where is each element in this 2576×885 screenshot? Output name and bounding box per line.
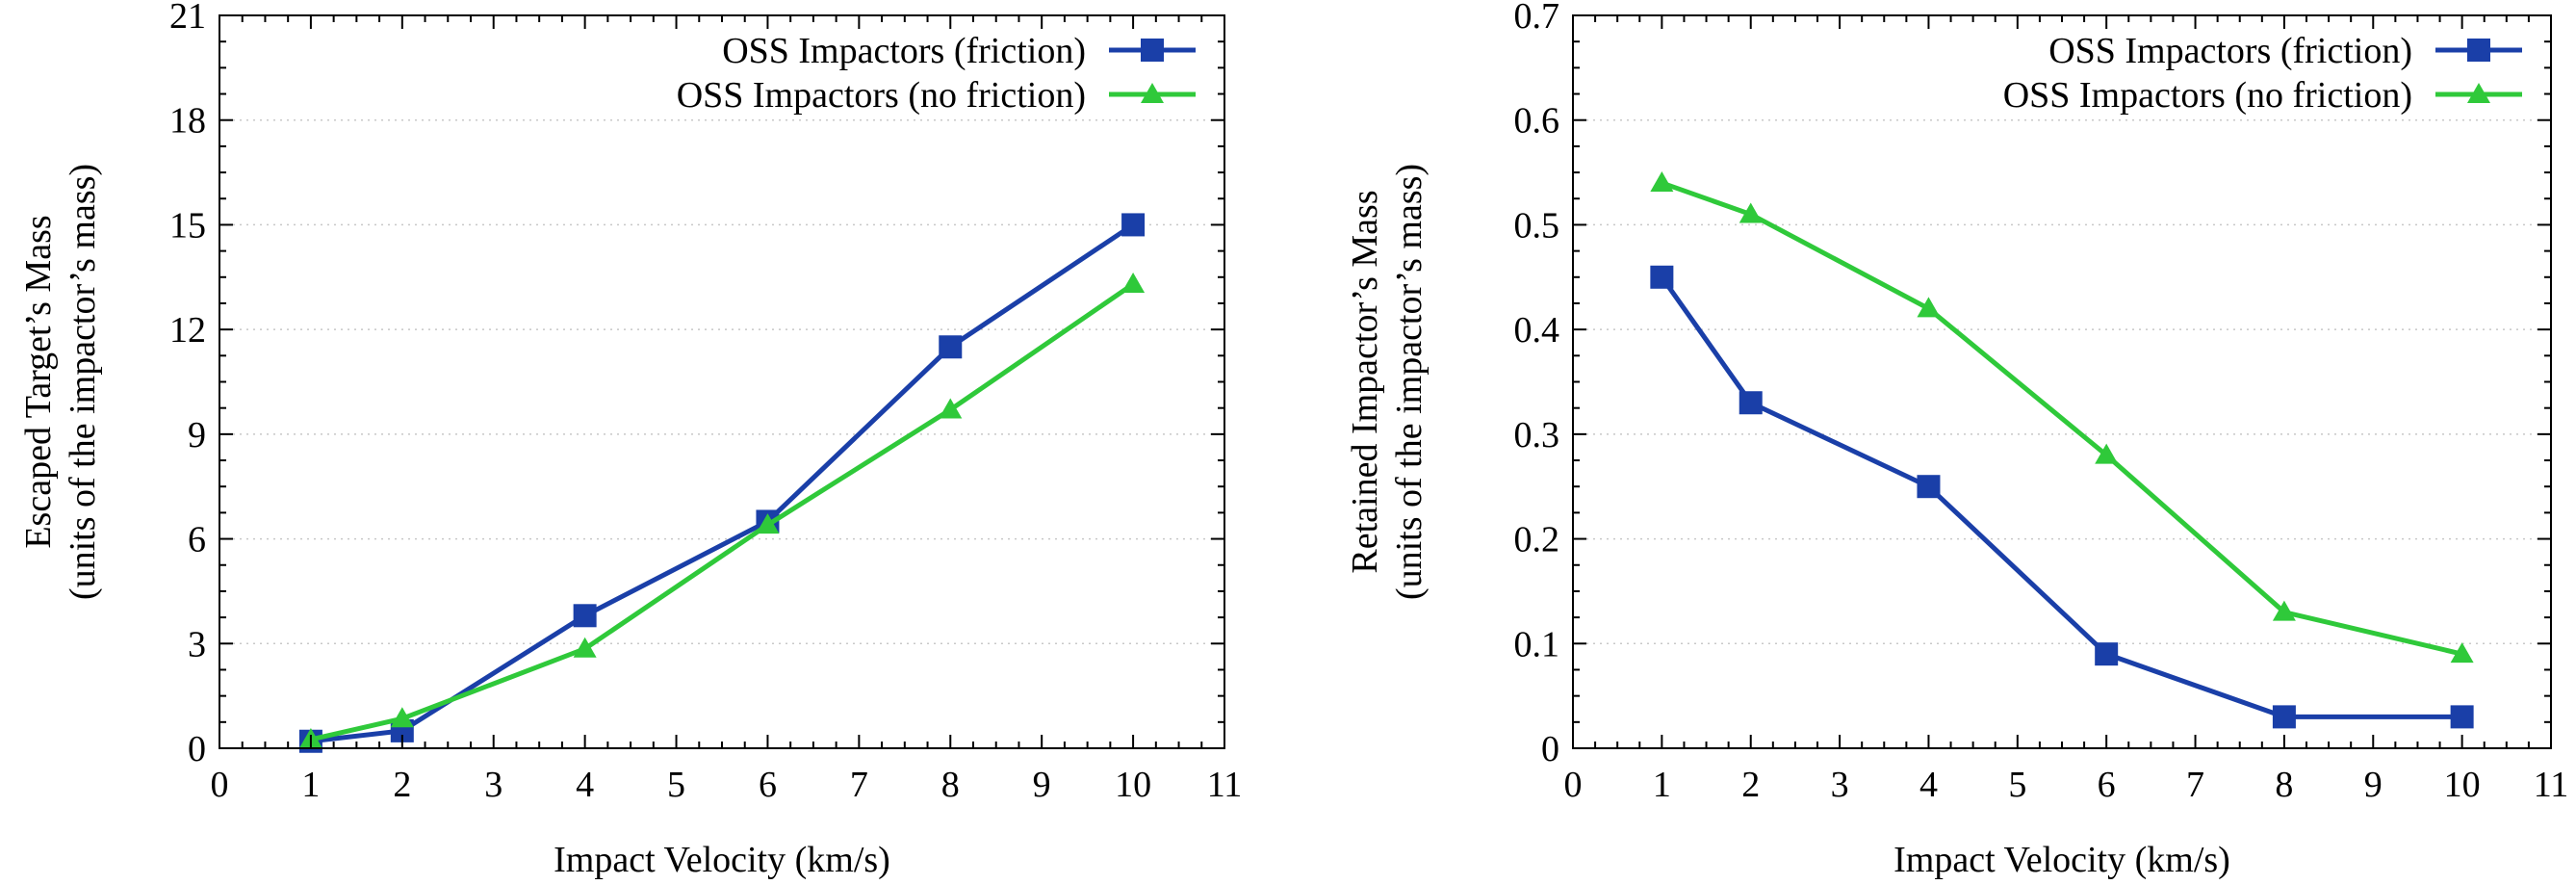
y-tick-label: 3 bbox=[188, 624, 206, 664]
y-axis-title-line2: (units of the impactor’s mass) bbox=[63, 164, 103, 600]
data-point-no-friction bbox=[1650, 170, 1674, 192]
legend-samples bbox=[2435, 39, 2522, 103]
y-axis-title-line1: Retained Impactor’s Mass bbox=[1345, 190, 1385, 573]
legend-label-friction: OSS Impactors (friction) bbox=[722, 31, 1086, 71]
data-point-friction bbox=[1650, 265, 1674, 289]
x-tick-label: 11 bbox=[2534, 765, 2569, 805]
legend-label-friction: OSS Impactors (friction) bbox=[2048, 31, 2412, 71]
data-point-no-friction bbox=[1917, 297, 1941, 318]
data-point-friction bbox=[2272, 705, 2296, 729]
data-point-no-friction bbox=[939, 398, 963, 419]
x-tick-label: 10 bbox=[2444, 765, 2481, 805]
series-line-friction bbox=[1660, 275, 2462, 719]
y-tick-label: 21 bbox=[169, 0, 206, 37]
chart-retained-impactor-mass: 0 1 2 3 4 5 6 7 8 9 10 11 0 0.1 0.2 0.3 0.4 0.5 0.6 0.7 Imp… bbox=[1345, 0, 2568, 880]
legend-marker-friction bbox=[2467, 39, 2490, 62]
y-tick-label: 0.3 bbox=[1514, 415, 1560, 456]
x-tick-label: 7 bbox=[850, 765, 868, 805]
y-axis-title: Escaped Target’s Mass (units of the impa… bbox=[18, 164, 103, 600]
y-tick-label: 12 bbox=[169, 310, 206, 351]
series-layer bbox=[1650, 170, 2474, 729]
y-axis-title-line1: Escaped Target’s Mass bbox=[18, 215, 59, 548]
data-point-no-friction bbox=[756, 513, 780, 534]
legend-samples bbox=[1109, 39, 1196, 103]
x-tick-label: 4 bbox=[576, 765, 594, 805]
data-point-friction bbox=[1917, 475, 1941, 499]
y-axis-title: Retained Impactor’s Mass (units of the i… bbox=[1345, 164, 1430, 600]
y-tick-label: 0.6 bbox=[1514, 101, 1560, 142]
data-point-no-friction bbox=[390, 707, 414, 728]
grid bbox=[219, 118, 1224, 645]
x-tick-label: 9 bbox=[1033, 765, 1051, 805]
y-tick-label: 6 bbox=[188, 520, 206, 560]
legend-marker-no-friction bbox=[2467, 83, 2490, 103]
x-tick-label: 11 bbox=[1207, 765, 1243, 805]
data-point-no-friction bbox=[2450, 642, 2474, 664]
x-tick-label: 5 bbox=[2008, 765, 2026, 805]
y-axis-title-line2: (units of the impactor’s mass) bbox=[1389, 164, 1430, 600]
axis-tick-labels: 0 1 2 3 4 5 6 7 8 9 10 11 0 0.1 0.2 0.3 0.4 0.5 0.6 0.7 bbox=[1514, 0, 2569, 805]
data-point-no-friction bbox=[2095, 443, 2119, 464]
legend-marker-friction bbox=[1141, 39, 1164, 62]
legend: OSS Impactors (friction) OSS Impactors (… bbox=[2003, 31, 2522, 116]
y-tick-label: 0 bbox=[188, 729, 206, 769]
data-point-no-friction bbox=[573, 637, 597, 658]
x-tick-label: 6 bbox=[2098, 765, 2116, 805]
y-tick-label: 0 bbox=[1541, 729, 1559, 769]
y-tick-label: 9 bbox=[188, 415, 206, 456]
series-layer bbox=[298, 213, 1146, 753]
plot-frame bbox=[219, 14, 1225, 749]
legend-label-no-friction: OSS Impactors (no friction) bbox=[2003, 75, 2412, 116]
axis-ticks bbox=[1572, 14, 2552, 749]
x-tick-label: 1 bbox=[1653, 765, 1671, 805]
data-point-no-friction bbox=[1121, 273, 1146, 294]
axis-ticks bbox=[219, 14, 1225, 749]
y-tick-label: 0.7 bbox=[1514, 0, 1560, 37]
x-tick-label: 3 bbox=[484, 765, 502, 805]
x-tick-label: 2 bbox=[393, 765, 411, 805]
data-point-friction bbox=[573, 604, 597, 628]
x-tick-label: 8 bbox=[2275, 765, 2293, 805]
y-tick-label: 0.1 bbox=[1514, 624, 1560, 664]
data-point-friction bbox=[2450, 705, 2474, 729]
x-tick-label: 0 bbox=[211, 765, 229, 805]
data-point-friction bbox=[2095, 642, 2119, 666]
y-tick-label: 0.5 bbox=[1514, 205, 1560, 246]
data-point-friction bbox=[1121, 213, 1146, 237]
grid bbox=[1573, 118, 2551, 645]
y-tick-label: 15 bbox=[169, 205, 206, 246]
series-line-no-friction bbox=[1661, 180, 2463, 657]
x-tick-label: 1 bbox=[301, 765, 320, 805]
x-tick-label: 2 bbox=[1741, 765, 1760, 805]
series-line-no-friction bbox=[310, 281, 1135, 742]
y-tick-label: 0.4 bbox=[1514, 310, 1560, 351]
x-tick-label: 5 bbox=[667, 765, 685, 805]
y-tick-label: 18 bbox=[169, 101, 206, 142]
x-axis-title: Impact Velocity (km/s) bbox=[554, 840, 890, 880]
data-point-no-friction bbox=[1739, 202, 1763, 223]
x-axis-title: Impact Velocity (km/s) bbox=[1893, 840, 2230, 880]
legend: OSS Impactors (friction) OSS Impactors (… bbox=[677, 31, 1196, 116]
x-tick-label: 0 bbox=[1564, 765, 1583, 805]
x-tick-label: 3 bbox=[1831, 765, 1849, 805]
x-tick-label: 4 bbox=[1919, 765, 1938, 805]
x-tick-label: 7 bbox=[2186, 765, 2204, 805]
y-tick-label: 0.2 bbox=[1514, 520, 1560, 560]
data-point-no-friction bbox=[2272, 600, 2296, 621]
legend-marker-no-friction bbox=[1141, 83, 1164, 103]
x-tick-label: 10 bbox=[1115, 765, 1151, 805]
series-line-friction bbox=[310, 222, 1135, 744]
data-point-friction bbox=[939, 335, 963, 359]
x-tick-label: 8 bbox=[941, 765, 960, 805]
x-tick-label: 9 bbox=[2364, 765, 2383, 805]
x-tick-label: 6 bbox=[759, 765, 777, 805]
legend-label-no-friction: OSS Impactors (no friction) bbox=[677, 75, 1086, 116]
data-point-friction bbox=[1739, 391, 1763, 415]
